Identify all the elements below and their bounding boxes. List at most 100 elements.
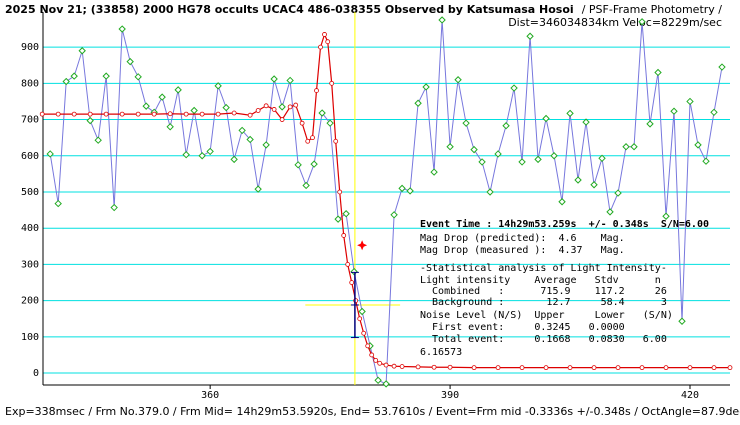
model-point: [415, 364, 421, 370]
data-point: [710, 108, 718, 117]
data-point: [214, 82, 222, 90]
y-tick-label: 0: [33, 368, 39, 379]
data-point: [646, 120, 654, 128]
model-point: [314, 88, 319, 93]
data-point: [302, 181, 310, 190]
data-point: [702, 157, 710, 165]
y-tick-label: 300: [21, 259, 39, 270]
data-point: [406, 187, 414, 195]
model-point: [365, 343, 371, 349]
model-point: [231, 110, 237, 116]
y-tick-label: 600: [21, 151, 39, 162]
data-point: [390, 211, 398, 219]
model-point: [329, 80, 335, 86]
model-point: [431, 364, 437, 370]
data-point: [510, 84, 518, 92]
model-point: [727, 365, 733, 371]
data-point: [478, 158, 486, 166]
data-point: [430, 168, 438, 176]
data-point: [542, 114, 550, 123]
data-point: [374, 376, 382, 384]
model-point: [495, 365, 501, 371]
data-point: [318, 109, 326, 117]
model-point: [519, 365, 525, 371]
model-point: [103, 111, 109, 117]
annotation: -Statistical analysis of Light Intensity…: [420, 263, 667, 274]
model-point: [167, 111, 173, 117]
y-tick-label: 500: [21, 187, 39, 198]
data-point: [622, 143, 630, 151]
chart-title: 2025 Nov 21; (33858) 2000 HG78 occults U…: [5, 3, 574, 16]
data-point: [630, 143, 638, 151]
data-point: [54, 199, 62, 208]
annotation: Light intensity Average Stdv n: [420, 275, 661, 286]
data-point: [494, 150, 502, 158]
data-point: [278, 103, 286, 111]
x-tick-label: 390: [441, 390, 459, 401]
model-point: [615, 365, 621, 371]
annotation: Combined : 715.9 117.2 26: [420, 286, 667, 297]
model-point: [711, 365, 717, 371]
model-point: [345, 262, 351, 267]
data-point: [518, 158, 526, 166]
y-tick-label: 100: [21, 332, 39, 343]
data-point: [334, 215, 342, 223]
annotation: Mag Drop (predicted): 4.6 Mag.: [420, 233, 625, 244]
annotation: Total event: 0.1668 0.0830 6.00: [420, 334, 667, 345]
data-point: [574, 176, 582, 184]
data-point: [662, 212, 670, 220]
data-point: [438, 16, 446, 24]
data-point: [422, 83, 430, 91]
data-point: [246, 135, 254, 144]
x-tick-label: 420: [681, 390, 699, 401]
data-point: [686, 97, 694, 106]
data-point: [606, 208, 614, 216]
data-point: [126, 57, 134, 66]
model-point: [255, 108, 261, 113]
model-point: [349, 280, 355, 285]
data-point: [310, 160, 318, 168]
model-point: [337, 189, 343, 195]
model-point: [391, 363, 397, 369]
data-point: [174, 86, 182, 94]
data-point: [614, 189, 622, 197]
data-point: [78, 47, 86, 55]
chart-subtitle: / PSF-Frame Photometry /: [582, 3, 723, 16]
data-point: [190, 106, 198, 115]
data-point: [110, 203, 118, 212]
data-point: [86, 116, 94, 125]
chart-footer: Exp=338msec / Frm No.379.0 / Frm Mid= 14…: [5, 405, 740, 418]
model-point: [361, 330, 367, 336]
data-point: [262, 141, 270, 149]
model-point: [199, 111, 205, 117]
data-point: [270, 75, 278, 83]
data-point: [94, 136, 102, 144]
model-point: [447, 364, 453, 370]
data-point: [134, 73, 142, 81]
data-point: [670, 107, 678, 115]
annotation: 6.16573: [420, 347, 462, 358]
model-point: [399, 364, 405, 369]
data-point: [486, 188, 494, 196]
data-point: [446, 143, 454, 151]
data-point: [582, 118, 590, 126]
model-point: [687, 365, 693, 371]
annotation: First event: 0.3245 0.0000: [420, 322, 625, 333]
model-point: [55, 111, 61, 117]
data-point: [158, 93, 166, 101]
model-point: [357, 316, 363, 322]
data-point: [382, 380, 390, 388]
data-point: [230, 155, 238, 164]
data-point: [102, 72, 110, 80]
data-point: [206, 147, 214, 156]
data-point: [358, 307, 366, 316]
data-point: [534, 155, 542, 164]
data-point: [342, 210, 350, 218]
data-point: [254, 185, 262, 193]
model-point: [322, 32, 327, 37]
model-point: [471, 365, 477, 371]
data-point: [70, 72, 78, 80]
model-point: [663, 365, 669, 371]
data-point: [238, 126, 246, 135]
data-point: [142, 102, 150, 110]
